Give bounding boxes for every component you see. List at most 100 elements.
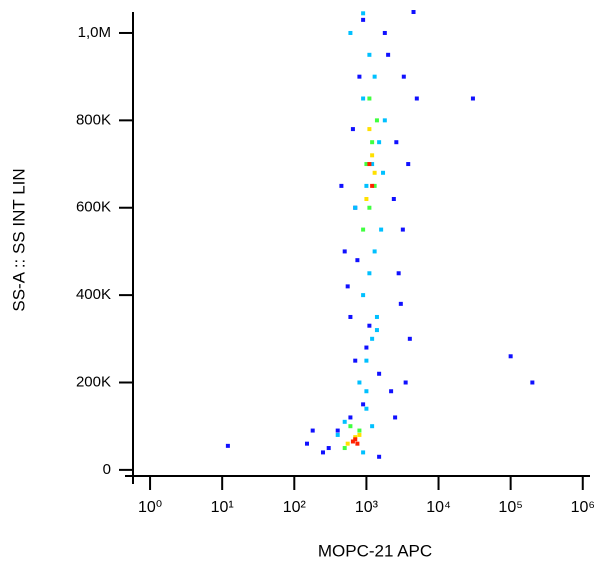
point bbox=[367, 96, 372, 101]
point bbox=[367, 52, 372, 57]
point bbox=[382, 118, 387, 123]
point bbox=[374, 118, 379, 123]
point bbox=[320, 450, 325, 455]
point bbox=[350, 439, 355, 444]
point bbox=[374, 314, 379, 319]
point bbox=[364, 162, 369, 167]
point bbox=[407, 336, 412, 341]
x-tick-label: 10⁰ bbox=[138, 499, 162, 516]
y-tick-label: 800K bbox=[76, 111, 111, 128]
point bbox=[364, 196, 369, 201]
point bbox=[350, 127, 355, 132]
point bbox=[364, 389, 369, 394]
x-tick-label: 10¹ bbox=[211, 499, 234, 516]
point bbox=[389, 389, 394, 394]
point bbox=[367, 162, 372, 167]
point bbox=[381, 170, 386, 175]
point bbox=[348, 424, 353, 429]
point bbox=[372, 74, 377, 79]
point bbox=[401, 74, 406, 79]
point bbox=[353, 205, 358, 210]
y-tick-label: 1,0M bbox=[78, 24, 111, 41]
point bbox=[353, 435, 358, 440]
point bbox=[335, 432, 340, 437]
point bbox=[355, 258, 360, 263]
point bbox=[361, 17, 366, 22]
point bbox=[372, 249, 377, 254]
x-tick-label: 10⁶ bbox=[571, 499, 595, 516]
point bbox=[406, 162, 411, 167]
point bbox=[361, 96, 366, 101]
x-tick-label: 10⁵ bbox=[498, 499, 522, 516]
point bbox=[382, 30, 387, 35]
point bbox=[353, 437, 358, 442]
point bbox=[508, 354, 513, 359]
y-tick-label: 600K bbox=[76, 199, 111, 216]
point bbox=[364, 406, 369, 411]
x-tick-label: 10² bbox=[283, 499, 307, 516]
point bbox=[335, 428, 340, 433]
point bbox=[386, 52, 391, 57]
point bbox=[357, 74, 362, 79]
point bbox=[411, 10, 416, 14]
point bbox=[357, 428, 362, 433]
x-tick-label: 10⁴ bbox=[426, 499, 451, 516]
point bbox=[364, 358, 369, 363]
point bbox=[348, 415, 353, 420]
point bbox=[304, 441, 309, 446]
x-axis-label: MOPC-21 APC bbox=[318, 541, 432, 560]
point bbox=[370, 153, 375, 158]
point bbox=[364, 345, 369, 350]
point bbox=[342, 249, 347, 254]
point bbox=[345, 284, 350, 289]
point bbox=[470, 96, 475, 101]
point bbox=[396, 271, 401, 276]
point bbox=[393, 415, 398, 420]
point bbox=[348, 314, 353, 319]
point bbox=[370, 162, 375, 167]
y-axis-label: SS-A :: SS INT LIN bbox=[9, 168, 28, 311]
point bbox=[367, 205, 372, 210]
point bbox=[225, 443, 230, 448]
point bbox=[348, 30, 353, 35]
point bbox=[370, 140, 375, 145]
point bbox=[361, 227, 366, 232]
point bbox=[310, 428, 315, 433]
point bbox=[339, 183, 344, 188]
point bbox=[372, 183, 377, 188]
point bbox=[367, 323, 372, 328]
point bbox=[400, 227, 405, 232]
point bbox=[377, 371, 382, 376]
point bbox=[345, 441, 350, 446]
point bbox=[377, 454, 382, 459]
point bbox=[530, 380, 535, 385]
point bbox=[374, 328, 379, 333]
point bbox=[394, 140, 399, 145]
point bbox=[364, 183, 369, 188]
y-tick-label: 0 bbox=[103, 461, 111, 478]
point bbox=[361, 293, 366, 298]
point bbox=[372, 170, 377, 175]
point bbox=[361, 11, 366, 16]
point bbox=[391, 196, 396, 201]
point bbox=[326, 446, 331, 451]
point bbox=[370, 183, 375, 188]
point bbox=[361, 402, 366, 407]
point bbox=[379, 227, 384, 232]
point bbox=[367, 127, 372, 132]
y-tick-label: 200K bbox=[76, 373, 111, 390]
y-tick-label: 400K bbox=[76, 286, 111, 303]
point bbox=[398, 301, 403, 306]
point bbox=[357, 432, 362, 437]
point bbox=[353, 358, 358, 363]
point bbox=[377, 140, 382, 145]
point bbox=[414, 96, 419, 101]
point bbox=[357, 380, 362, 385]
point bbox=[355, 441, 360, 446]
point bbox=[342, 419, 347, 424]
point bbox=[370, 424, 375, 429]
x-tick-label: 10³ bbox=[355, 499, 379, 516]
point bbox=[403, 380, 408, 385]
point bbox=[367, 271, 372, 276]
